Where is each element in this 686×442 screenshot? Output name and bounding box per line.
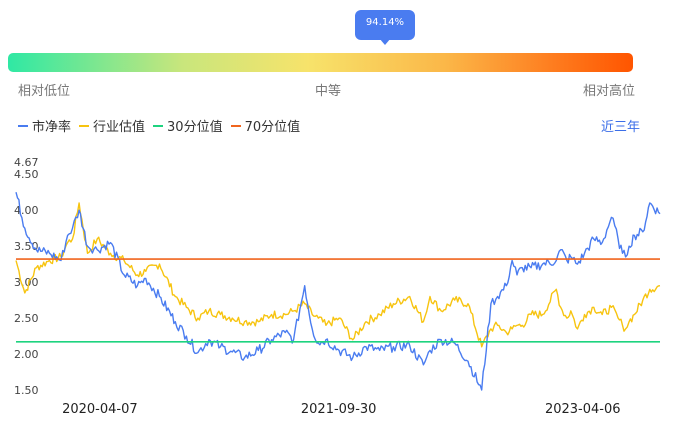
x-tick-label: 2021-09-30 — [301, 402, 377, 417]
gauge-high-label: 相对高位 — [583, 84, 636, 99]
legend-swatch-p30 — [153, 124, 164, 127]
period-selector-link[interactable]: 近三年 — [600, 120, 640, 135]
legend-label-p30: 30分位值 — [167, 120, 223, 135]
legend-item-p70[interactable]: 70分位值 — [230, 116, 301, 135]
legend-item-pb[interactable]: 市净率 — [18, 116, 71, 135]
y-tick-label: 3.00 — [14, 276, 39, 289]
percentile-gauge-bar — [8, 53, 633, 72]
gauge-low-label: 相对低位 — [18, 84, 71, 99]
y-tick-label: 4.67 — [14, 156, 39, 169]
x-tick-label: 2020-04-07 — [62, 402, 138, 417]
legend-swatch-pb — [18, 124, 28, 127]
legend-item-p30[interactable]: 30分位值 — [153, 116, 223, 135]
legend-label-pb: 市净率 — [32, 120, 72, 135]
percentile-bubble-pointer — [379, 38, 391, 45]
y-tick-label: 4.00 — [14, 204, 39, 217]
x-tick-label: 2023-04-06 — [545, 402, 621, 417]
chart-series — [15, 192, 661, 391]
legend-label-industry: 行业估值 — [93, 120, 146, 135]
percentile-bubble: 94.14% — [355, 10, 415, 40]
legend-label-p70: 70分位值 — [244, 120, 301, 135]
series-line-pb — [15, 192, 661, 391]
legend-swatch-p70 — [230, 124, 241, 127]
y-tick-label: 1.50 — [14, 384, 39, 397]
legend-swatch-industry — [79, 124, 90, 127]
y-tick-label: 4.50 — [14, 168, 39, 181]
gauge-mid-label: 中等 — [315, 84, 342, 99]
chart-legend: 市净率 行业估值 30分位值 70分位值 — [18, 116, 308, 135]
y-axis-ticks: 4.674.50 4.00 3.50 3.00 2.50 2.00 1.50 — [14, 156, 39, 397]
percentile-value: 94.14% — [365, 16, 405, 28]
legend-item-industry[interactable]: 行业估值 — [79, 116, 145, 135]
y-tick-label: 2.00 — [14, 348, 39, 361]
y-tick-label: 2.50 — [14, 312, 39, 325]
series-line-industry — [15, 202, 661, 348]
x-axis-ticks: 2020-04-07 2021-09-30 2023-04-06 — [62, 402, 620, 417]
y-tick-label: 3.50 — [14, 240, 39, 253]
